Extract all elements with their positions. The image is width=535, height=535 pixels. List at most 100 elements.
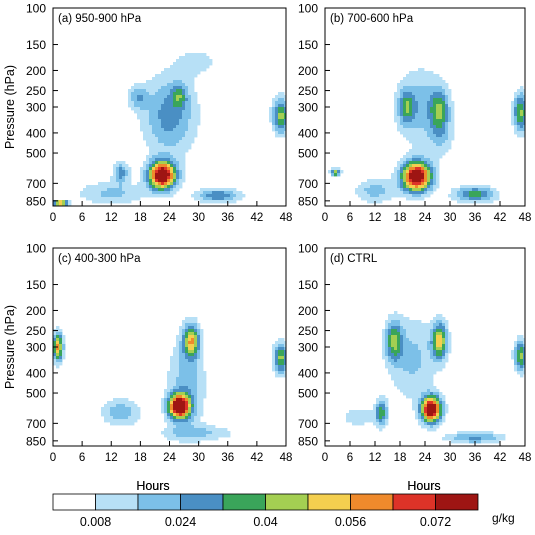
contour-cell [269, 113, 273, 117]
contour-cell [167, 431, 171, 435]
contour-cell [182, 131, 186, 135]
contour-cell [451, 122, 455, 126]
contour-cell [400, 131, 404, 135]
contour-cell [439, 116, 443, 120]
contour-cell [164, 122, 168, 126]
contour-cell [206, 428, 210, 432]
contour-cell [152, 131, 156, 135]
contour-cell [418, 395, 422, 399]
contour-cell [149, 131, 153, 135]
contour-cell [107, 401, 111, 405]
contour-cell [197, 323, 201, 327]
contour-cell [197, 110, 201, 114]
contour-cell [167, 137, 171, 141]
contour-cell [167, 410, 171, 414]
contour-cell [182, 434, 186, 438]
contour-cell [430, 389, 434, 393]
contour-cell [182, 428, 186, 432]
contour-cell [125, 194, 129, 198]
contour-cell [520, 113, 524, 117]
contour-cell [448, 434, 452, 438]
contour-cell [185, 89, 189, 93]
contour-cell [424, 413, 428, 417]
contour-cell [281, 365, 285, 369]
contour-cell [176, 368, 180, 372]
contour-cell [176, 164, 180, 168]
contour-cell [170, 368, 174, 372]
contour-cell [152, 140, 156, 144]
contour-cell [167, 125, 171, 129]
contour-cell [119, 401, 123, 405]
contour-cell [424, 371, 428, 375]
contour-cell [412, 320, 416, 324]
contour-cell [412, 161, 416, 165]
contour-cell [119, 188, 123, 192]
contour-cell [191, 389, 195, 393]
contour-cell [418, 182, 422, 186]
contour-cell [361, 422, 365, 426]
contour-cell [478, 185, 482, 189]
contour-cell [149, 110, 153, 114]
contour-cell [53, 353, 57, 357]
x-tick-label: 42 [494, 212, 507, 224]
contour-cell [436, 83, 440, 87]
contour-cell [520, 98, 524, 102]
contour-cell [442, 140, 446, 144]
contour-cell [448, 341, 452, 345]
contour-cell [194, 326, 198, 330]
contour-cell [170, 359, 174, 363]
contour-cell [406, 335, 410, 339]
contour-cell [164, 140, 168, 144]
contour-cell [137, 182, 141, 186]
contour-cell [218, 428, 222, 432]
contour-cell [203, 68, 207, 72]
contour-cell [415, 155, 419, 159]
contour-cell [397, 188, 401, 192]
contour-cell [418, 71, 422, 75]
contour-cell [212, 425, 216, 429]
contour-cell [176, 341, 180, 345]
contour-cell [173, 374, 177, 378]
x-tick-label: 30 [192, 452, 205, 464]
colorbar: g/kg 0.008 0.024 0.04 0.056 0.072 [52, 493, 515, 529]
contour-cell [493, 440, 497, 444]
contour-cell [406, 191, 410, 195]
contour-cell [424, 179, 428, 183]
contour-cell [418, 401, 422, 405]
contour-cell [460, 440, 464, 444]
contour-cell [439, 413, 443, 417]
contour-cell [442, 110, 446, 114]
contour-cell [179, 431, 183, 435]
contour-cell [439, 77, 443, 81]
contour-cell [421, 125, 425, 129]
contour-cell [197, 122, 201, 126]
contour-cell [409, 176, 413, 180]
contour-cell [424, 143, 428, 147]
contour-cell [164, 182, 168, 186]
contour-cell [197, 368, 201, 372]
contour-cell [215, 194, 219, 198]
contour-cell [418, 86, 422, 90]
contour-cell [421, 83, 425, 87]
contour-cell [179, 383, 183, 387]
contour-cell [382, 182, 386, 186]
contour-cell [394, 113, 398, 117]
contour-cell [517, 125, 521, 129]
contour-cell [382, 395, 386, 399]
contour-cell [409, 113, 413, 117]
contour-cell [520, 365, 524, 369]
contour-cell [427, 98, 431, 102]
contour-cell [439, 350, 443, 354]
contour-cell [140, 170, 144, 174]
contour-cell [415, 110, 419, 114]
contour-cell [367, 197, 371, 201]
contour-cell [406, 362, 410, 366]
contour-cell [185, 356, 189, 360]
panel-a: 0 6 12 18 24 30 36 42 48100150200250300400500700… [3, 2, 292, 225]
contour-cell [442, 326, 446, 330]
contour-cell [164, 89, 168, 93]
contour-cell [418, 155, 422, 159]
contour-cell [448, 347, 452, 351]
contour-cell [415, 77, 419, 81]
contour-cell [397, 170, 401, 174]
